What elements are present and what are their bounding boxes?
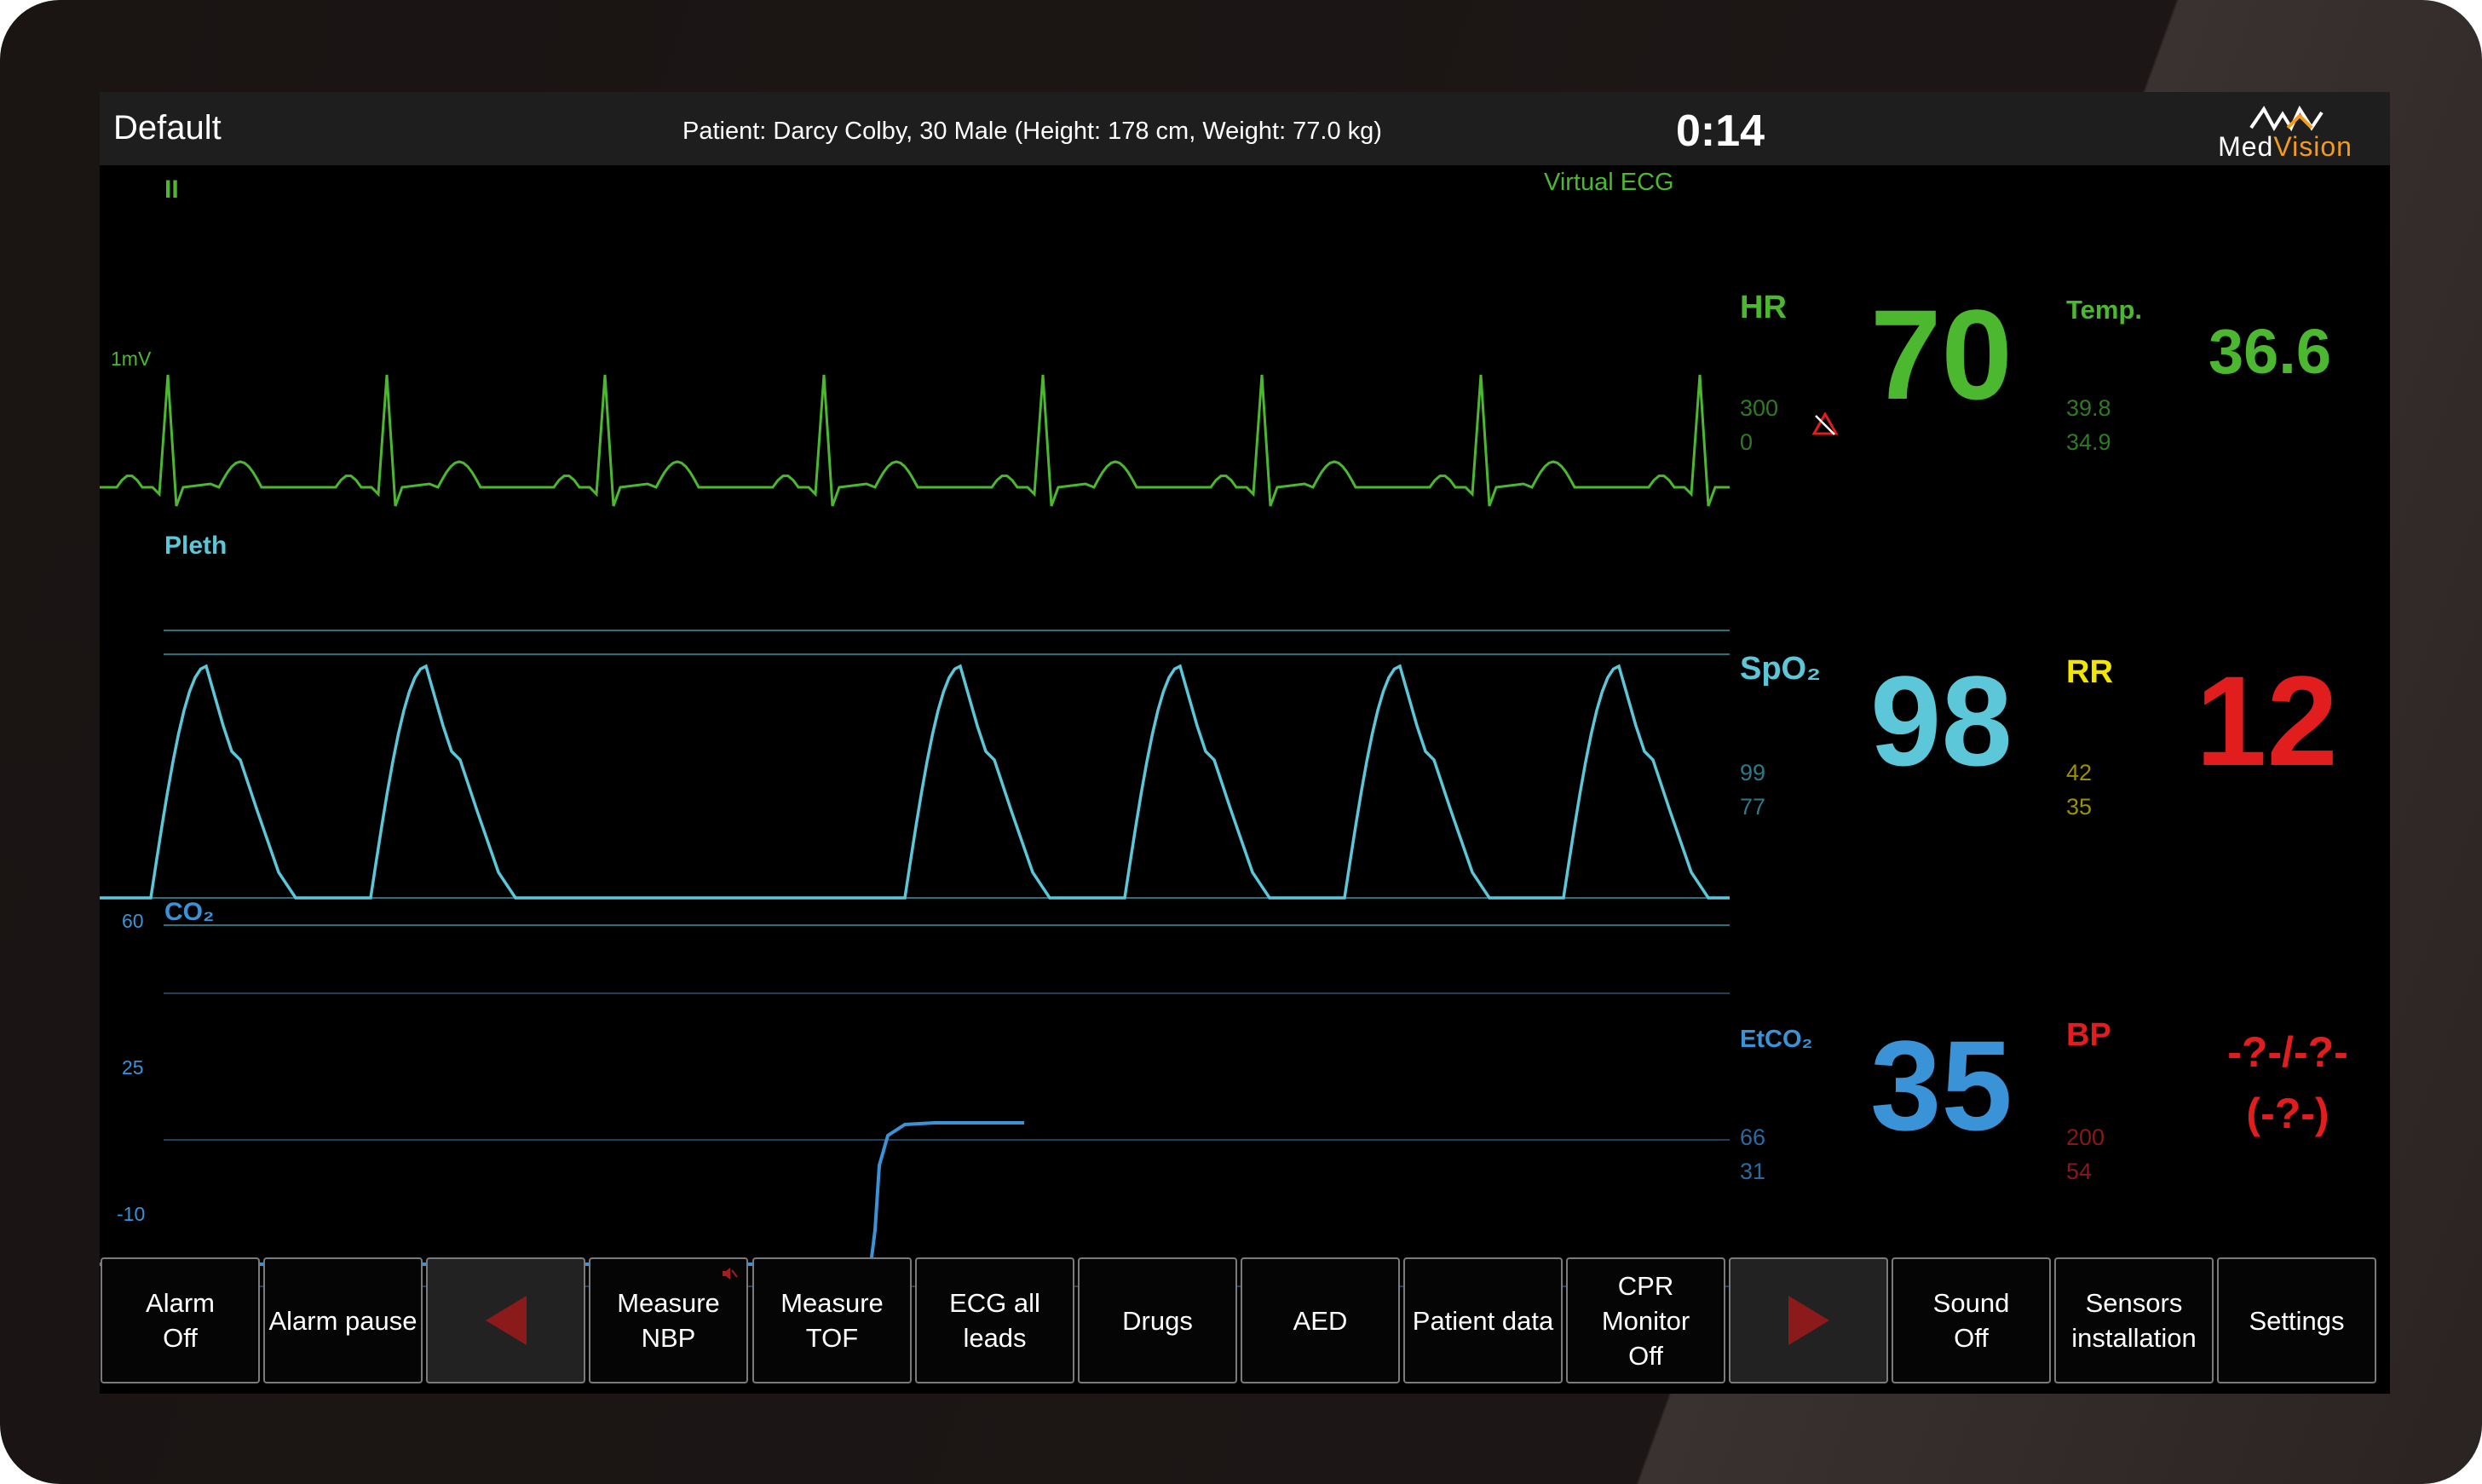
sound-muted-icon <box>723 1268 738 1280</box>
co2-scale-25: 25 <box>122 1056 144 1078</box>
temp-value[interactable]: 36.6 <box>2208 316 2332 387</box>
patient-data-button[interactable]: Patient data <box>1403 1257 1563 1383</box>
measure-nbp-label: Measure NBP <box>617 1288 720 1353</box>
logo-text-med: Med <box>2218 131 2274 162</box>
hr-value[interactable]: 70 <box>1870 283 2013 426</box>
pleth-waveform <box>100 664 1730 900</box>
co2-waveform <box>100 1121 1024 1266</box>
bp-value[interactable]: -?-/-?- <box>2227 1028 2348 1076</box>
settings-button[interactable]: Settings <box>2217 1257 2376 1383</box>
session-timer: 0:14 <box>1676 106 1765 156</box>
ecg-all-leads-button[interactable]: ECG all leads <box>915 1257 1074 1383</box>
header-bar: Default Patient: Darcy Colby, 30 Male (H… <box>100 92 2390 165</box>
triangle-left-icon <box>485 1296 527 1345</box>
rr-low-limit: 35 <box>2066 794 2093 820</box>
bp-high-limit: 200 <box>2066 1125 2105 1150</box>
pleth-label[interactable]: Pleth <box>164 532 227 560</box>
temp-high-limit: 39.8 <box>2066 395 2111 421</box>
rr-label[interactable]: RR <box>2066 654 2113 690</box>
cpr-monitor-button[interactable]: CPR Monitor Off <box>1566 1257 1725 1383</box>
sensors-installation-button[interactable]: Sensors installation <box>2054 1257 2214 1383</box>
alarm-off-button[interactable]: Alarm Off <box>101 1257 260 1383</box>
waveform-area <box>100 374 1730 1287</box>
drugs-button[interactable]: Drugs <box>1078 1257 1237 1383</box>
rr-value[interactable]: 12 <box>2196 649 2338 792</box>
ecg-scale-label: 1mV <box>111 348 152 370</box>
temp-low-limit: 34.9 <box>2066 429 2111 455</box>
spo2-value[interactable]: 98 <box>1870 649 2013 792</box>
bp-mean-value[interactable]: (-?-) <box>2246 1090 2329 1137</box>
ecg-source-label: Virtual ECG <box>1544 169 1674 196</box>
co2-scale-neg10: -10 <box>117 1203 146 1225</box>
co2-scale-60: 60 <box>122 910 144 932</box>
ecg-waveform <box>100 374 1730 507</box>
logo-text: MedVision <box>2204 131 2366 163</box>
rr-high-limit: 42 <box>2066 760 2093 785</box>
monitor-screen: Default Patient: Darcy Colby, 30 Male (H… <box>100 92 2390 1394</box>
bp-low-limit: 54 <box>2066 1159 2093 1184</box>
sound-off-button[interactable]: Sound Off <box>1892 1257 2051 1383</box>
bottom-toolbar: Alarm Off Alarm pause Measure NBP Measur… <box>100 1257 2390 1387</box>
previous-page-button[interactable] <box>426 1257 585 1383</box>
patient-info[interactable]: Patient: Darcy Colby, 30 Male (Height: 1… <box>682 118 1382 145</box>
measure-nbp-button[interactable]: Measure NBP <box>589 1257 748 1383</box>
co2-label[interactable]: CO₂ <box>164 898 215 926</box>
measure-tof-button[interactable]: Measure TOF <box>752 1257 912 1383</box>
profile-name[interactable]: Default <box>113 109 222 147</box>
bp-label[interactable]: BP <box>2066 1017 2111 1053</box>
logo-mark-icon <box>2249 105 2324 132</box>
etco2-value[interactable]: 35 <box>1870 1014 2013 1157</box>
alarm-pause-button[interactable]: Alarm pause <box>263 1257 423 1383</box>
temp-label[interactable]: Temp. <box>2066 295 2142 325</box>
ecg-lead-label[interactable]: II <box>164 175 179 204</box>
logo-text-vision: Vision <box>2273 131 2352 162</box>
medvision-logo: MedVision <box>2204 102 2366 162</box>
next-page-button[interactable] <box>1729 1257 1888 1383</box>
triangle-right-icon <box>1788 1296 1829 1345</box>
aed-button[interactable]: AED <box>1241 1257 1400 1383</box>
